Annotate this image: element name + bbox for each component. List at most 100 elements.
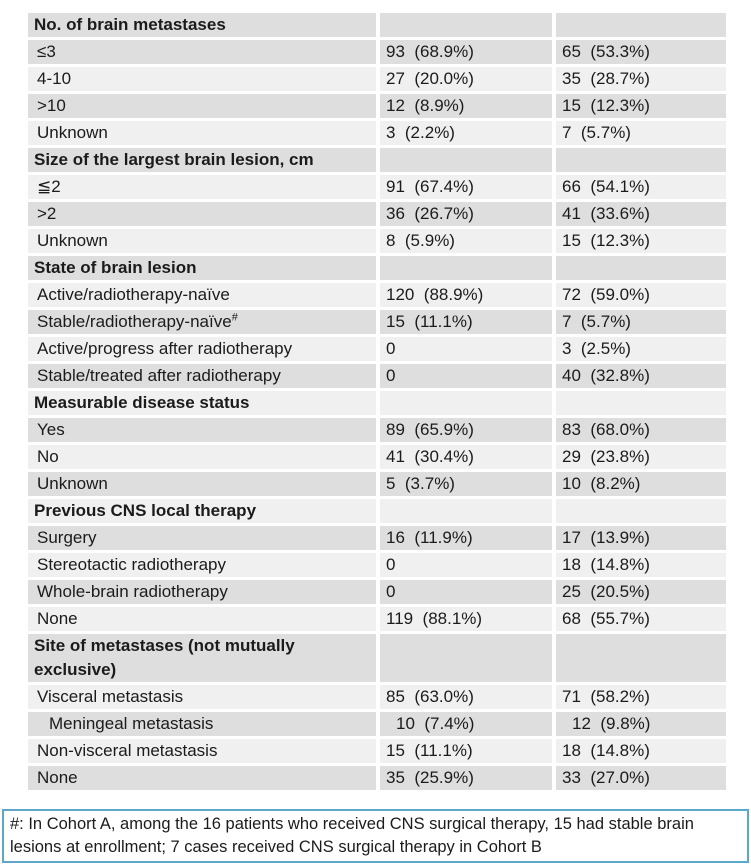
row-label: >10	[37, 96, 66, 115]
table-row: Active/progress after radiotherapy 0 3 (2.…	[28, 337, 726, 361]
table-row: ≤3 93 (68.9%) 65 (53.3%)	[28, 40, 726, 64]
cohort-b-value-cell: 65 (53.3%)	[556, 40, 726, 64]
cohort-b-value-cell: 40 (32.8%)	[556, 364, 726, 388]
row-label: None	[37, 768, 78, 787]
row-label-cell: Meningeal metastasis	[28, 712, 376, 736]
cohort-b-value-cell: 29 (23.8%)	[556, 445, 726, 469]
cohort-b-value-cell	[556, 634, 726, 682]
row-label: Visceral metastasis	[37, 687, 184, 706]
cohort-b-value-cell: 7 (5.7%)	[556, 121, 726, 145]
cohort-a-value-cell: 93 (68.9%)	[380, 40, 552, 64]
row-label-cell: Previous CNS local therapy	[28, 499, 376, 523]
row-label: >2	[37, 204, 57, 223]
footnote-marker: #	[231, 311, 238, 324]
cohort-b-value-cell	[556, 256, 726, 280]
cohort-a-value-cell: 0	[380, 364, 552, 388]
cohort-a-value-cell	[380, 13, 552, 37]
row-label: Active/progress after radiotherapy	[37, 339, 293, 358]
footnote: #: In Cohort A, among the 16 patients wh…	[2, 809, 749, 863]
table-row: Stereotactic radiotherapy 0 18 (14.8%)	[28, 553, 726, 577]
cohort-b-value-cell	[556, 499, 726, 523]
cohort-b-value-cell: 18 (14.8%)	[556, 553, 726, 577]
cohort-b-value-cell	[556, 148, 726, 172]
row-label: Surgery	[37, 528, 97, 547]
table-row: Unknown 8 (5.9%) 15 (12.3%)	[28, 229, 726, 253]
cohort-b-value-cell: 17 (13.9%)	[556, 526, 726, 550]
table-row: Active/radiotherapy-naïve 120 (88.9%) 72 (…	[28, 283, 726, 307]
cohort-a-value-cell: 0	[380, 553, 552, 577]
table-row: Stable/radiotherapy-naïve# 15 (11.1%) 7 (5…	[28, 310, 726, 334]
row-label: ≤3	[37, 42, 56, 61]
row-label: Unknown	[37, 231, 108, 250]
row-label-cell: Whole-brain radiotherapy	[28, 580, 376, 604]
cohort-a-value-cell	[380, 148, 552, 172]
cohort-b-value-cell: 15 (12.3%)	[556, 94, 726, 118]
row-label-cell: No. of brain metastases	[28, 13, 376, 37]
row-label-cell: 4-10	[28, 67, 376, 91]
row-label: Unknown	[37, 123, 108, 142]
row-label-cell: Stable/radiotherapy-naïve#	[28, 310, 376, 334]
row-label-cell: Site of metastases (not mutually exclusi…	[28, 634, 376, 682]
cohort-b-value-cell: 10 (8.2%)	[556, 472, 726, 496]
cohort-a-value-cell: 5 (3.7%)	[380, 472, 552, 496]
section-header-row: State of brain lesion	[28, 256, 726, 280]
row-label-cell: Stereotactic radiotherapy	[28, 553, 376, 577]
row-label-cell: ≤3	[28, 40, 376, 64]
cohort-a-value-cell: 15 (11.1%)	[380, 310, 552, 334]
cohort-a-value-cell: 15 (11.1%)	[380, 739, 552, 763]
row-label-cell: Yes	[28, 418, 376, 442]
cohort-a-value-cell: 27 (20.0%)	[380, 67, 552, 91]
cohort-b-value-cell: 33 (27.0%)	[556, 766, 726, 790]
row-label-cell: >2	[28, 202, 376, 226]
table-row: Meningeal metastasis 10 (7.4%) 12 (9.8%)	[28, 712, 726, 736]
cohort-a-value-cell: 16 (11.9%)	[380, 526, 552, 550]
row-label-cell: Unknown	[28, 229, 376, 253]
table-row: Surgery 16 (11.9%) 17 (13.9%)	[28, 526, 726, 550]
section-header-row: Size of the largest brain lesion, cm	[28, 148, 726, 172]
row-label-cell: Measurable disease status	[28, 391, 376, 415]
row-label: Non-visceral metastasis	[37, 741, 218, 760]
section-header-row: Site of metastases (not mutually exclusi…	[28, 634, 726, 682]
cohort-b-value-cell: 25 (20.5%)	[556, 580, 726, 604]
cohort-a-value-cell: 0	[380, 580, 552, 604]
table-row: >10 12 (8.9%) 15 (12.3%)	[28, 94, 726, 118]
row-label-cell: Active/progress after radiotherapy	[28, 337, 376, 361]
table-row: Stable/treated after radiotherapy 0 40 (32…	[28, 364, 726, 388]
section-header-row: Previous CNS local therapy	[28, 499, 726, 523]
row-label: Size of the largest brain lesion, cm	[34, 150, 314, 169]
cohort-a-value-cell: 41 (30.4%)	[380, 445, 552, 469]
section-header-row: No. of brain metastases	[28, 13, 726, 37]
row-label-cell: ≦2	[28, 175, 376, 199]
cohort-b-value-cell: 15 (12.3%)	[556, 229, 726, 253]
cohort-a-value-cell: 8 (5.9%)	[380, 229, 552, 253]
row-label-cell: Unknown	[28, 121, 376, 145]
cohort-b-value-cell: 66 (54.1%)	[556, 175, 726, 199]
table-row: Unknown 3 (2.2%) 7 (5.7%)	[28, 121, 726, 145]
cohort-a-value-cell: 10 (7.4%)	[380, 712, 552, 736]
cohort-a-value-cell	[380, 256, 552, 280]
table-row: Yes 89 (65.9%) 83 (68.0%)	[28, 418, 726, 442]
cohort-b-value-cell: 18 (14.8%)	[556, 739, 726, 763]
cohort-b-value-cell: 71 (58.2%)	[556, 685, 726, 709]
row-label: Active/radiotherapy-naïve	[37, 285, 230, 304]
row-label-cell: >10	[28, 94, 376, 118]
row-label-cell: None	[28, 607, 376, 631]
table-row: None 35 (25.9%) 33 (27.0%)	[28, 766, 726, 790]
cohort-a-value-cell: 85 (63.0%)	[380, 685, 552, 709]
cohort-a-value-cell: 91 (67.4%)	[380, 175, 552, 199]
row-label-cell: Stable/treated after radiotherapy	[28, 364, 376, 388]
cohort-a-value-cell: 119 (88.1%)	[380, 607, 552, 631]
footnote-text: #: In Cohort A, among the 16 patients wh…	[10, 815, 694, 856]
cohort-b-value-cell: 72 (59.0%)	[556, 283, 726, 307]
row-label: Stable/treated after radiotherapy	[37, 366, 281, 385]
table-row: Visceral metastasis 85 (63.0%) 71 (58.2%)	[28, 685, 726, 709]
row-label: No	[37, 447, 59, 466]
row-label-cell: Unknown	[28, 472, 376, 496]
row-label: 4-10	[37, 69, 72, 88]
row-label-cell: None	[28, 766, 376, 790]
row-label-cell: Size of the largest brain lesion, cm	[28, 148, 376, 172]
cohort-a-value-cell: 12 (8.9%)	[380, 94, 552, 118]
cohort-b-value-cell: 35 (28.7%)	[556, 67, 726, 91]
cohort-a-value-cell: 36 (26.7%)	[380, 202, 552, 226]
row-label-cell: No	[28, 445, 376, 469]
